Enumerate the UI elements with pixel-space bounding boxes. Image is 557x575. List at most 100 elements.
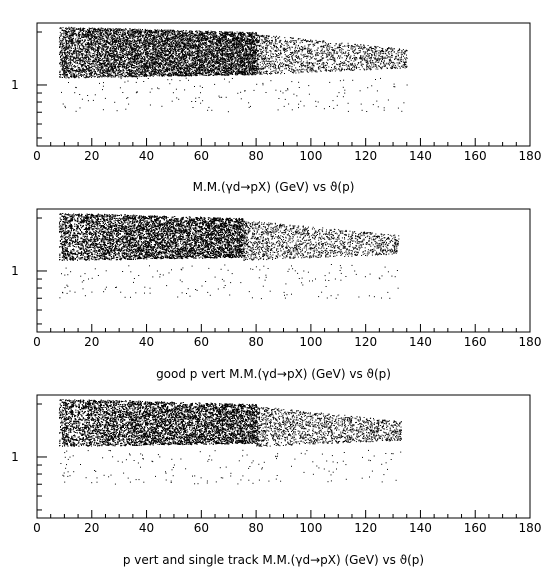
scatter-point xyxy=(80,70,82,72)
scatter-point xyxy=(254,59,256,61)
scatter-point xyxy=(220,38,222,40)
scatter-point xyxy=(182,31,184,33)
scatter-point xyxy=(193,51,195,53)
scatter-point xyxy=(86,46,88,48)
scatter-point xyxy=(150,56,152,58)
scatter-point xyxy=(82,45,84,47)
scatter-point xyxy=(104,63,106,65)
scatter-point xyxy=(169,47,171,49)
scatter-point xyxy=(108,74,110,76)
scatter-point xyxy=(176,44,178,46)
scatter-point xyxy=(141,59,143,61)
scatter-point xyxy=(79,51,81,53)
scatter-point xyxy=(196,64,197,66)
scatter-point xyxy=(121,61,123,63)
scatter-point xyxy=(89,43,91,45)
scatter-point xyxy=(142,53,144,55)
scatter-point xyxy=(151,64,153,66)
scatter-point xyxy=(207,50,209,52)
scatter-point xyxy=(181,56,183,58)
scatter-point xyxy=(216,44,217,46)
scatter-point xyxy=(68,62,70,64)
scatter-point xyxy=(232,36,234,38)
scatter-point xyxy=(173,57,175,59)
scatter-point xyxy=(131,50,133,52)
scatter-point xyxy=(154,34,156,36)
scatter-point xyxy=(158,32,160,34)
scatter-point xyxy=(240,38,242,40)
scatter-point xyxy=(211,62,213,64)
scatter-point xyxy=(102,48,104,50)
scatter-point xyxy=(72,35,74,37)
scatter-point xyxy=(194,48,196,50)
scatter-point xyxy=(179,35,181,37)
scatter-point xyxy=(221,66,223,68)
scatter-point xyxy=(169,44,171,46)
scatter-point xyxy=(151,35,153,36)
scatter-point xyxy=(255,41,257,43)
scatter-point xyxy=(121,49,123,51)
scatter-point xyxy=(91,72,92,74)
scatter-point xyxy=(142,71,144,73)
scatter-point xyxy=(211,39,213,41)
scatter-point xyxy=(73,33,75,35)
scatter-point xyxy=(106,44,107,46)
scatter-point xyxy=(247,57,249,59)
scatter-point xyxy=(111,44,113,46)
scatter-point xyxy=(244,43,246,45)
scatter-point xyxy=(88,69,90,70)
scatter-point xyxy=(177,30,179,31)
scatter-point xyxy=(198,34,200,36)
scatter-point xyxy=(67,52,69,54)
scatter-point xyxy=(208,48,210,49)
scatter-point xyxy=(84,28,86,30)
scatter-point xyxy=(95,72,97,74)
scatter-point xyxy=(90,33,92,35)
scatter-point xyxy=(187,49,189,51)
scatter-point xyxy=(225,38,227,40)
scatter-point xyxy=(154,52,156,54)
scatter-point xyxy=(246,69,248,71)
scatter-point xyxy=(167,33,169,35)
scatter-point xyxy=(166,36,168,38)
scatter-point xyxy=(156,35,158,37)
scatter-point xyxy=(216,54,218,56)
scatter-point xyxy=(149,37,151,39)
scatter-point xyxy=(172,51,174,53)
scatter-point xyxy=(84,43,86,45)
scatter-point xyxy=(231,52,233,54)
scatter-point xyxy=(210,42,212,44)
scatter-point xyxy=(81,56,83,58)
scatter-point xyxy=(80,53,82,55)
scatter-point xyxy=(189,37,191,39)
scatter-point xyxy=(158,48,160,50)
scatter-point xyxy=(235,46,237,48)
scatter-point xyxy=(199,38,201,40)
scatter-point xyxy=(67,40,69,42)
scatter-point xyxy=(213,67,215,69)
scatter-point xyxy=(132,47,134,49)
scatter-point xyxy=(212,59,214,61)
scatter-point xyxy=(214,74,216,76)
scatter-points-1 xyxy=(58,26,408,113)
scatter-point xyxy=(118,57,120,59)
scatter-point xyxy=(252,37,254,39)
scatter-point xyxy=(143,37,145,39)
scatter-point xyxy=(226,44,228,46)
scatter-point xyxy=(62,44,64,46)
scatter-point xyxy=(208,73,210,75)
scatter-point xyxy=(207,49,209,51)
scatter-point xyxy=(124,30,126,32)
scatter-point xyxy=(242,65,244,66)
scatter-point xyxy=(153,50,155,52)
scatter-point xyxy=(119,51,121,53)
scatter-point xyxy=(164,42,166,43)
scatter-point xyxy=(253,58,255,60)
scatter-point xyxy=(190,47,192,49)
scatter-point xyxy=(98,53,100,55)
scatter-point xyxy=(226,54,228,56)
scatter-point xyxy=(251,48,252,50)
scatter-point xyxy=(217,43,219,45)
scatter-point xyxy=(105,51,107,53)
scatter-point xyxy=(126,38,128,40)
